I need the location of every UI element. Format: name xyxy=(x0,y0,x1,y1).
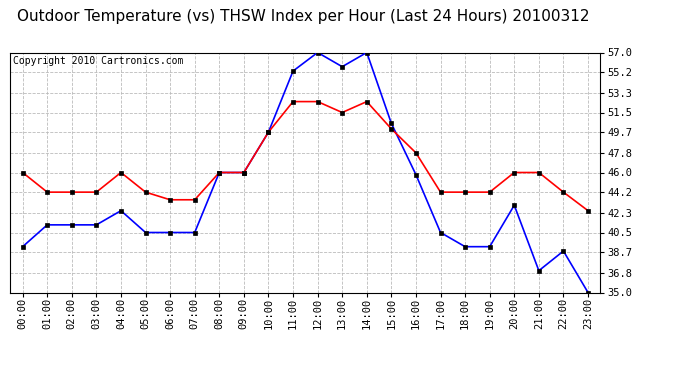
Text: Copyright 2010 Cartronics.com: Copyright 2010 Cartronics.com xyxy=(13,56,184,66)
Text: Outdoor Temperature (vs) THSW Index per Hour (Last 24 Hours) 20100312: Outdoor Temperature (vs) THSW Index per … xyxy=(17,9,590,24)
